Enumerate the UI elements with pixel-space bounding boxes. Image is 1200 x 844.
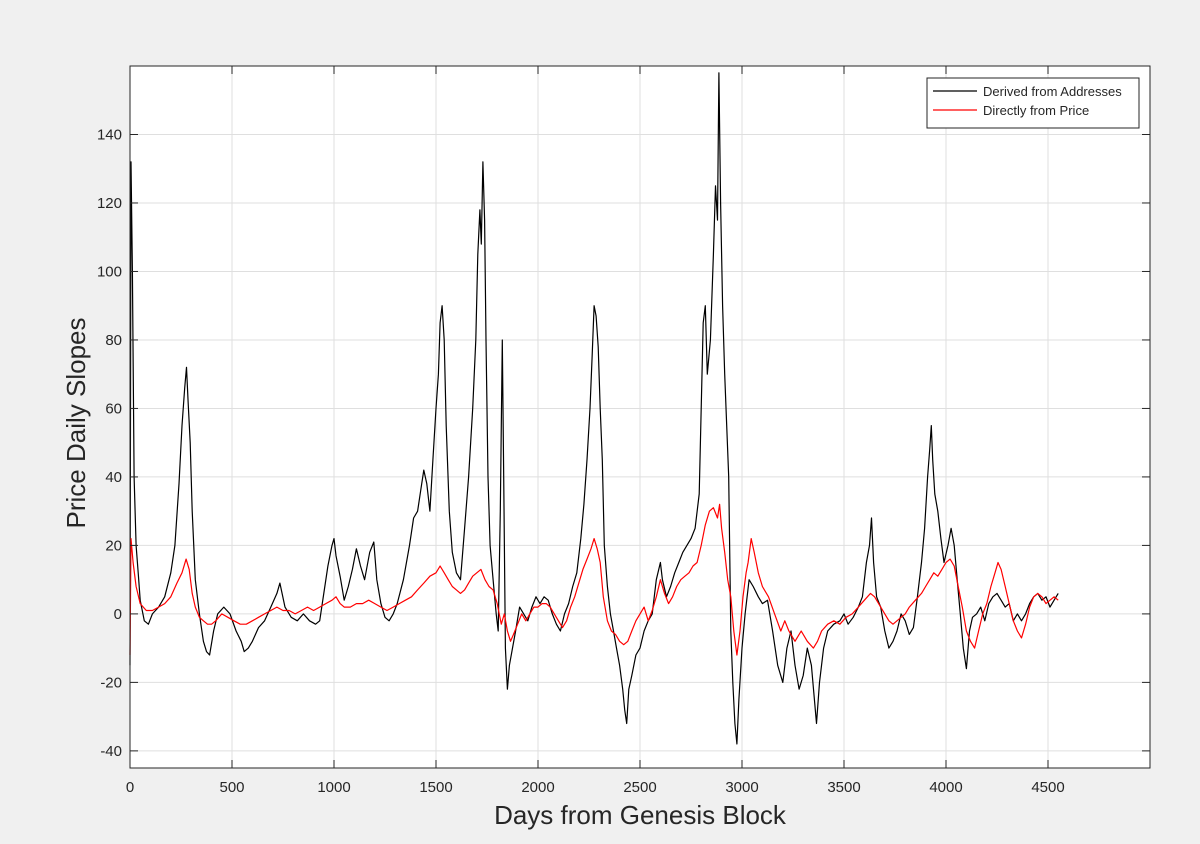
y-tick-label: 40 [105, 469, 122, 486]
y-tick-label: 60 [105, 400, 122, 417]
x-tick-label: 4500 [1031, 779, 1064, 796]
y-tick-label: 80 [105, 332, 122, 349]
legend-label: Derived from Addresses [983, 84, 1122, 99]
x-tick-label: 2000 [521, 779, 554, 796]
x-tick-label: 3500 [827, 779, 860, 796]
y-tick-label: 120 [97, 195, 122, 212]
x-tick-label: 2500 [623, 779, 656, 796]
x-axis-label: Days from Genesis Block [494, 800, 787, 830]
grid-lines [129, 66, 1150, 768]
tick-labels: 0 500 1000 1500 2000 2500 3000 3500 4000 4500-40-… [97, 66, 1150, 796]
x-tick-label: 500 [219, 779, 244, 796]
series-line-directly-from-price [129, 503, 1059, 656]
y-tick-label: 140 [97, 126, 122, 143]
y-tick-label: -40 [100, 743, 122, 760]
x-tick-label: 3000 [725, 779, 758, 796]
series-line-derived-from-addresses [129, 72, 1059, 745]
legend: Derived from Addresses Directly from Pric… [926, 77, 1140, 129]
x-tick-label: 1500 [419, 779, 452, 796]
x-tick-label: 0 [126, 779, 134, 796]
series-layer [129, 72, 1059, 745]
y-tick-label: 20 [105, 537, 122, 554]
y-tick-label: 100 [97, 263, 122, 280]
y-tick-label: 0 [114, 606, 122, 623]
x-tick-label: 4000 [929, 779, 962, 796]
legend-box [926, 77, 1140, 129]
y-tick-label: -20 [100, 674, 122, 691]
x-tick-label: 1000 [317, 779, 350, 796]
y-axis-label: Price Daily Slopes [61, 318, 91, 529]
legend-label: Directly from Price [983, 103, 1089, 118]
